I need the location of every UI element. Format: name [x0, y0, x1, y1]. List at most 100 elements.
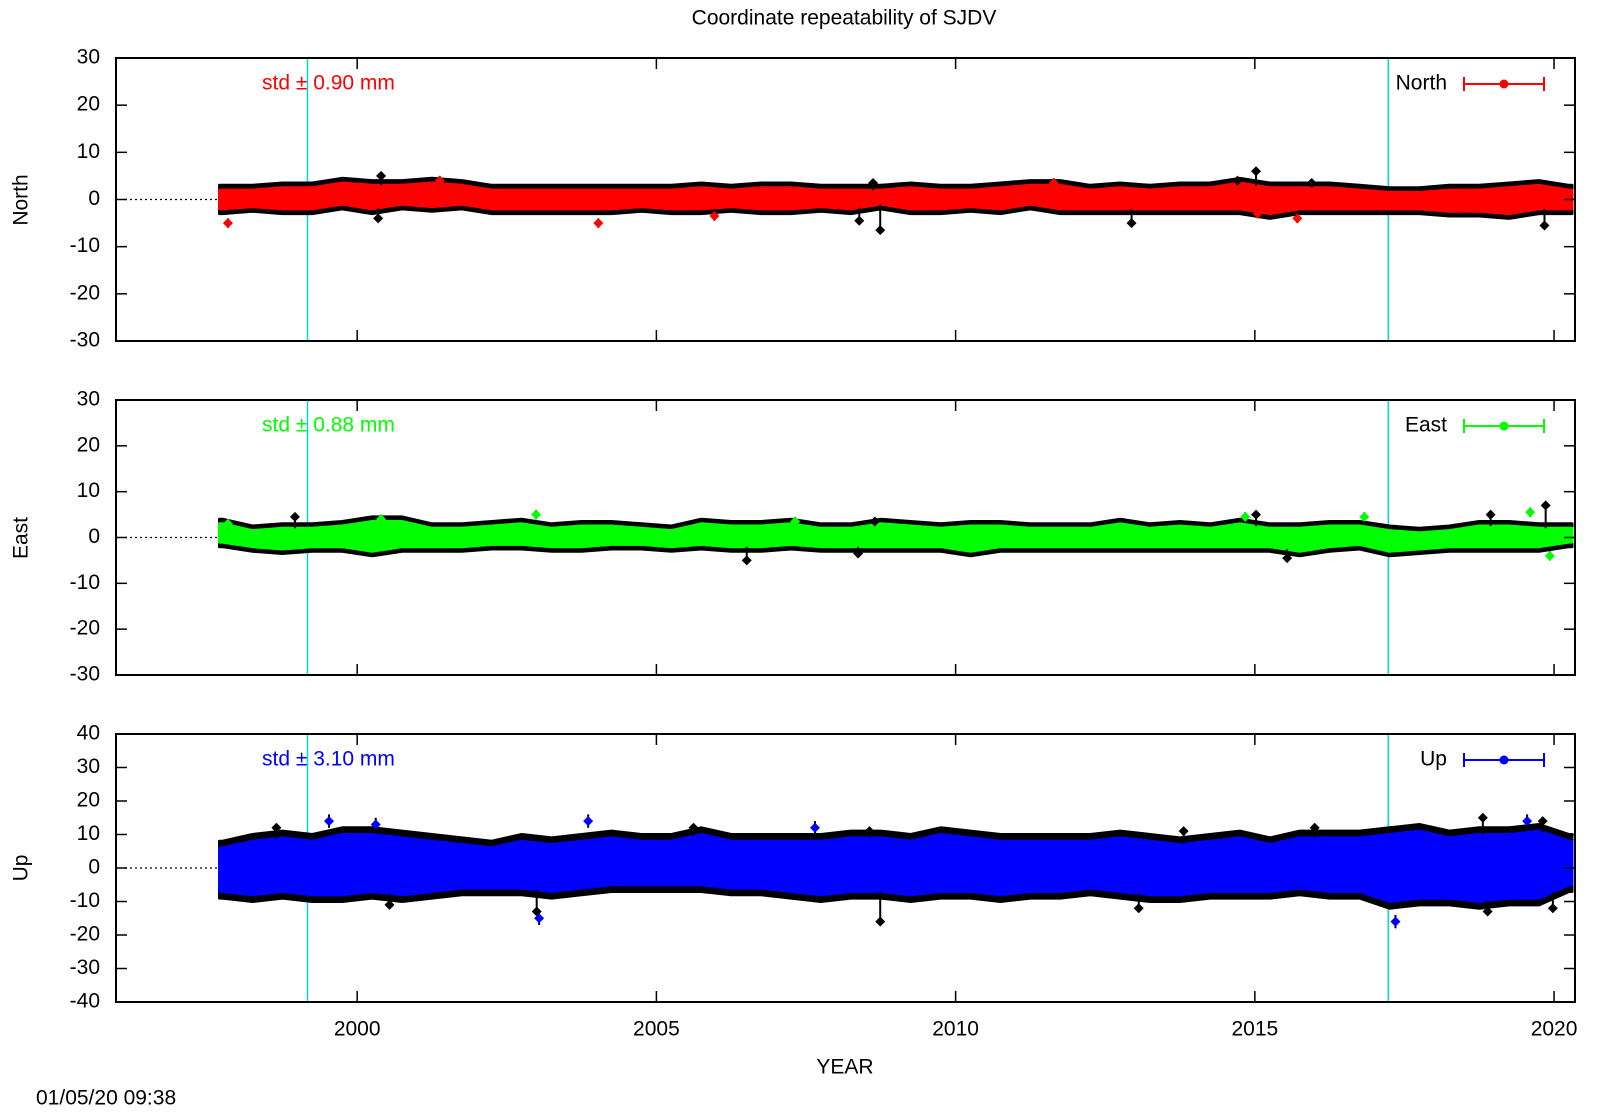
north-error-bar-end [1232, 175, 1243, 186]
north-ytick-label: -30 [70, 329, 100, 352]
north-data-point [593, 218, 604, 229]
north-data-point [1292, 213, 1303, 224]
east-data-point [1359, 511, 1370, 522]
up-ytick-label: -10 [70, 889, 100, 912]
up-error-bar-end [384, 899, 395, 910]
north-data-point [709, 211, 720, 222]
up-data-layer [125, 734, 1574, 1002]
east-error-bar-end [1540, 500, 1551, 511]
up-data-point [370, 819, 381, 830]
up-error-bar-end [1477, 812, 1488, 823]
up-axis-label: Up [10, 855, 33, 882]
north-error-bar-end [875, 225, 886, 236]
north-data-band [218, 181, 1574, 216]
east-data-band [218, 520, 1574, 553]
up-ytick-label: -20 [70, 923, 100, 946]
up-error-bar-end [1482, 906, 1493, 917]
east-legend-marker [1499, 421, 1509, 431]
east-panel: -30 -20 -10 0 10 20 30 [70, 388, 1576, 686]
north-data-point [1252, 208, 1263, 219]
east-ytick-label: 30 [77, 388, 100, 411]
up-error-bar-end [1178, 826, 1189, 837]
up-data-point [1522, 816, 1533, 827]
east-ytick-label: 20 [77, 433, 100, 456]
up-error-bar-end [864, 826, 875, 837]
east-error-bar-end [1485, 509, 1496, 520]
north-axis-label: North [10, 174, 33, 225]
up-legend-marker [1499, 755, 1509, 765]
east-ytick-label: 10 [77, 479, 100, 502]
up-ytick-label: 30 [77, 755, 100, 778]
up-error-bar-end [1133, 903, 1144, 914]
north-ytick-label: 10 [77, 140, 100, 163]
up-ytick-label: 0 [88, 856, 100, 879]
up-data-point [809, 822, 820, 833]
xtick-label: 2015 [1231, 1018, 1278, 1041]
up-error-bar-end [1547, 903, 1558, 914]
up-ytick-label: 20 [77, 789, 100, 812]
north-data-point [434, 175, 445, 186]
east-data-layer [125, 400, 1574, 675]
north-std-label: std ± 0.90 mm [262, 72, 395, 95]
up-panel: -40 -30 -20 -10 0 10 20 30 40 2000 2005 2010 2015 202… [70, 722, 1578, 1041]
north-data-layer [125, 58, 1574, 341]
east-legend-label: East [1405, 414, 1447, 437]
east-error-bar-end [741, 555, 752, 566]
east-data-point [222, 518, 233, 529]
north-ytick-label: 0 [88, 187, 100, 210]
up-ytick-label: 40 [77, 722, 100, 745]
north-data-point [1048, 177, 1059, 188]
up-legend-label: Up [1420, 748, 1447, 771]
north-legend-marker [1499, 79, 1509, 89]
east-error-bar-end [289, 511, 300, 522]
up-ytick-label: -30 [70, 956, 100, 979]
up-error-bar-end [875, 916, 886, 927]
xtick-label: 2010 [932, 1018, 979, 1041]
xtick-label: 2020 [1531, 1018, 1578, 1041]
north-legend-label: North [1396, 72, 1447, 95]
north-error-bar-end [1539, 220, 1550, 231]
up-data-point [534, 913, 545, 924]
up-error-bar-end [1309, 822, 1320, 833]
north-ytick-label: 30 [77, 46, 100, 69]
up-data-band [218, 829, 1574, 903]
north-panel: -30 -20 -10 0 10 20 30 [70, 46, 1576, 352]
east-data-point [790, 516, 801, 527]
east-error-bar-end [869, 516, 880, 527]
up-error-bar-end [271, 822, 282, 833]
east-std-label: std ± 0.88 mm [262, 414, 395, 437]
up-error-bar-end [688, 822, 699, 833]
north-ytick-label: -10 [70, 234, 100, 257]
east-ytick-label: -20 [70, 617, 100, 640]
north-ytick-label: -20 [70, 281, 100, 304]
east-axis-label: East [10, 517, 33, 559]
east-error-bar-end [853, 548, 864, 559]
north-ytick-label: 20 [77, 93, 100, 116]
up-data-point [583, 816, 594, 827]
east-data-point [1544, 550, 1555, 561]
x-axis-label: YEAR [816, 1056, 873, 1079]
east-data-point [1525, 507, 1536, 518]
east-ytick-label: -10 [70, 571, 100, 594]
east-data-point [1240, 511, 1251, 522]
north-error-bar-end [854, 215, 865, 226]
north-error-bar-end [1306, 177, 1317, 188]
north-error-bar-end [376, 170, 387, 181]
up-data-point [1390, 916, 1401, 927]
chart-title: Coordinate repeatability of SJDV [692, 7, 997, 30]
xtick-label: 2005 [633, 1018, 680, 1041]
footer-timestamp: 01/05/20 09:38 [36, 1087, 176, 1110]
east-error-bar-end [1282, 553, 1293, 564]
east-ytick-label: -30 [70, 663, 100, 686]
east-error-bar-end [1251, 509, 1262, 520]
east-data-point [531, 509, 542, 520]
xtick-label: 2000 [334, 1018, 381, 1041]
north-error-bar-end [868, 177, 879, 188]
up-ytick-label: -40 [70, 990, 100, 1013]
up-error-bar-end [1537, 816, 1548, 827]
north-error-bar-end [373, 213, 384, 224]
north-error-bar-end [1126, 218, 1137, 229]
north-data-point [222, 218, 233, 229]
up-ytick-label: 10 [77, 822, 100, 845]
